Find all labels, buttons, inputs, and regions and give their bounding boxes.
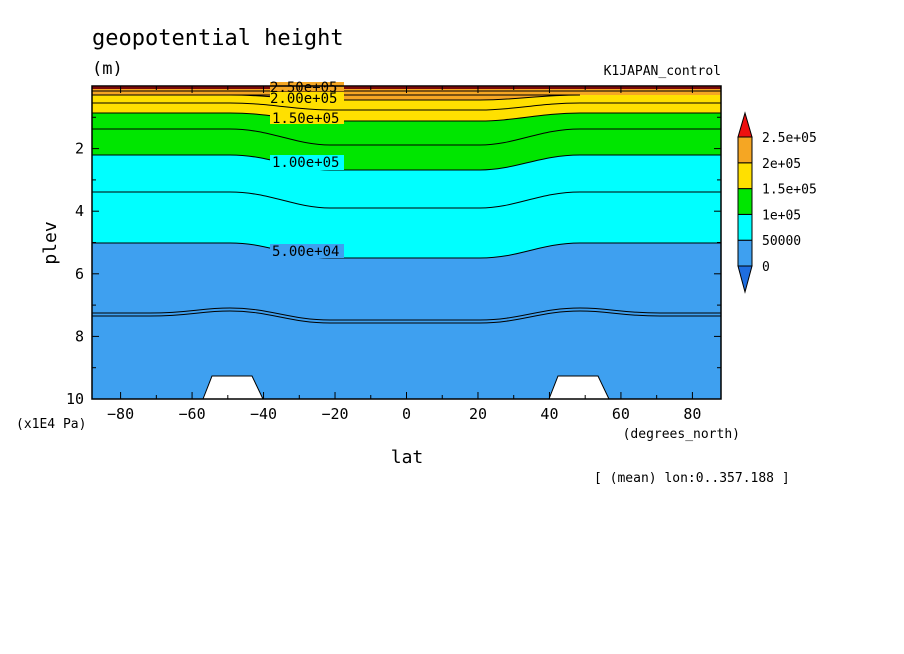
contour-label-50000: 5.00e+04 [272,244,339,260]
contour-labels: 2.50e+05 2.00e+05 1.50e+05 1.00e+05 5.00… [270,80,344,260]
colorbar-under-triangle [737,265,753,294]
contour-line [92,112,721,122]
contour-line [92,154,721,171]
footer-note: [ (mean) lon:0..357.188 ] [594,471,790,486]
contour-label-150000: 1.50e+05 [272,111,339,127]
colorbar-tick-label: 50000 [762,234,801,249]
colorbar-tick-label: 1.5e+05 [762,183,817,198]
contour-line [92,307,721,321]
contour-line [92,128,721,146]
contour-label-200000: 2.00e+05 [270,91,337,107]
y-axis-ticks: 2 4 6 8 10 [66,116,721,408]
colorbar-tick-label: 1e+05 [762,208,801,223]
y-axis-units: (x1E4 Pa) [16,417,86,432]
x-tick-label: −20 [321,405,348,423]
x-tick-label: 40 [540,405,558,423]
topography-mask-south [202,375,264,400]
contour-lines [92,87,721,324]
x-tick-label: −80 [107,405,134,423]
y-tick-label: 6 [75,265,84,283]
y-tick-label: 10 [66,390,84,408]
colorbar: 0 50000 1e+05 1.5e+05 2e+05 2.5e+05 [737,111,817,294]
y-tick-label: 4 [75,202,84,220]
x-axis-units: (degrees_north) [623,427,740,442]
x-axis-ticks: −80 −60 −40 −20 0 20 40 60 80 [107,86,701,423]
contour-label-100000: 1.00e+05 [272,155,339,171]
topography-mask-north [548,375,610,400]
contour-line [92,242,721,259]
x-tick-label: 20 [469,405,487,423]
contour-line [92,310,721,324]
x-tick-label: −60 [179,405,206,423]
colorbar-band [737,136,753,164]
x-tick-label: −40 [250,405,277,423]
colorbar-band [737,162,753,190]
colorbar-tick-label: 2.5e+05 [762,131,817,146]
colorbar-over-triangle [737,111,753,138]
x-tick-label: 80 [683,405,701,423]
x-axis-label: lat [391,447,424,468]
plot-area: 2.50e+05 2.00e+05 1.50e+05 1.00e+05 5.00… [91,80,722,400]
colorbar-band [737,239,753,267]
x-tick-label: 0 [402,405,411,423]
y-tick-label: 8 [75,327,84,345]
colorbar-tick-label: 0 [762,260,770,275]
colorbar-band [737,213,753,241]
contour-line [92,102,721,111]
chart-title: geopotential height [92,26,344,51]
chart-units: (m) [92,59,123,79]
x-tick-label: 60 [612,405,630,423]
colorbar-tick-label: 2e+05 [762,157,801,172]
contour-line [92,191,721,209]
contour-line [92,94,581,101]
colorbar-band [737,188,753,215]
y-tick-label: 2 [75,140,84,158]
y-axis-label: plev [40,221,61,264]
experiment-label: K1JAPAN_control [604,64,721,79]
